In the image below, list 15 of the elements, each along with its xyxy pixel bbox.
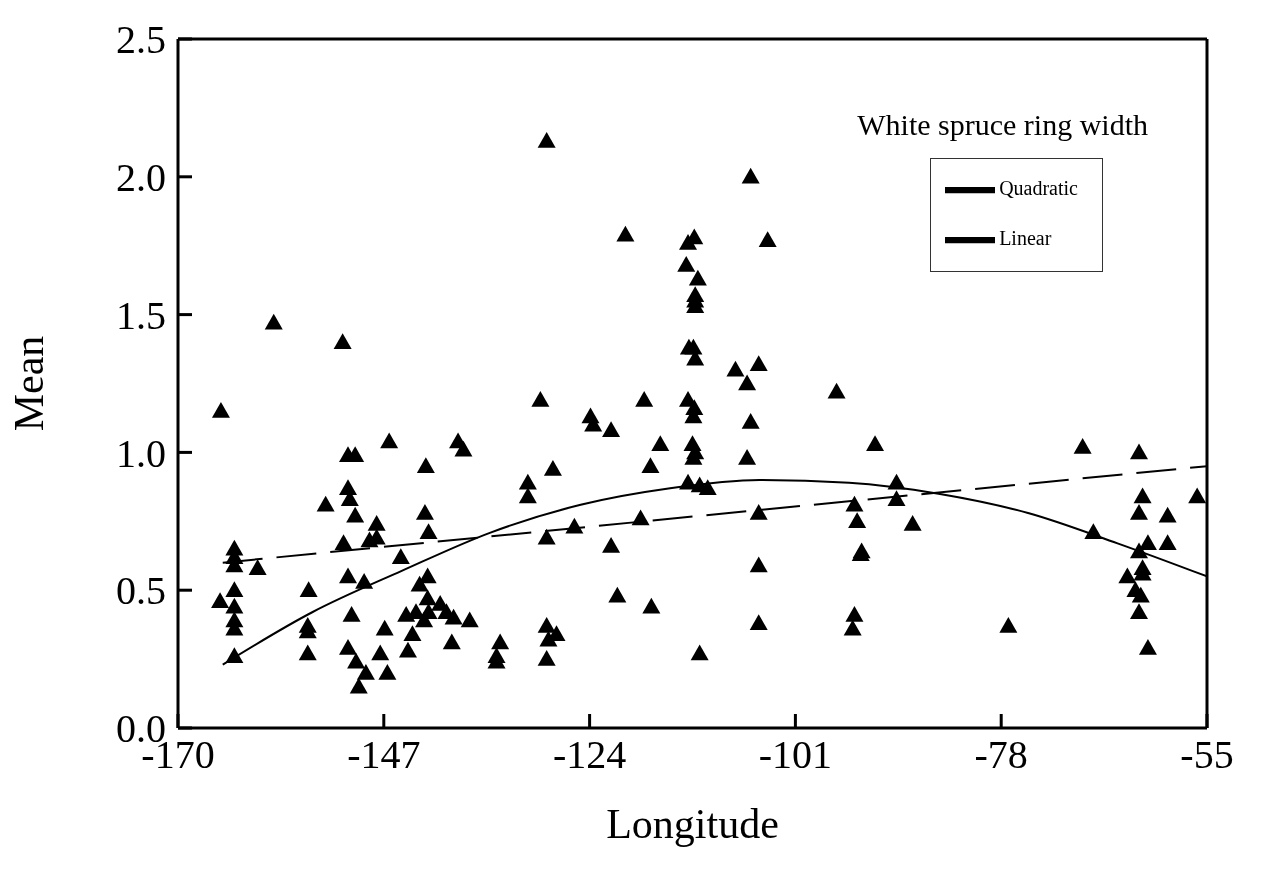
legend-label: Linear	[999, 226, 1052, 249]
y-axis-title: Mean	[5, 335, 52, 432]
y-tick-label: 1.0	[116, 430, 166, 476]
y-tick-label: 0.5	[116, 568, 166, 614]
text: White spruce ring width	[857, 108, 1148, 142]
x-tick-label: -55	[1180, 732, 1234, 778]
x-tick-label: -124	[552, 732, 627, 778]
x-tick-label: -147	[347, 732, 421, 778]
x-tick-label: -78	[974, 732, 1028, 778]
y-tick-label: 2.0	[116, 155, 166, 200]
x-tick-label: -101	[758, 732, 833, 778]
legend-label: Quadratic	[999, 176, 1078, 199]
y-tick-label: 2.5	[116, 17, 166, 63]
x-axis-title: Longitude	[606, 801, 779, 847]
y-tick-label: 1.5	[116, 292, 166, 338]
